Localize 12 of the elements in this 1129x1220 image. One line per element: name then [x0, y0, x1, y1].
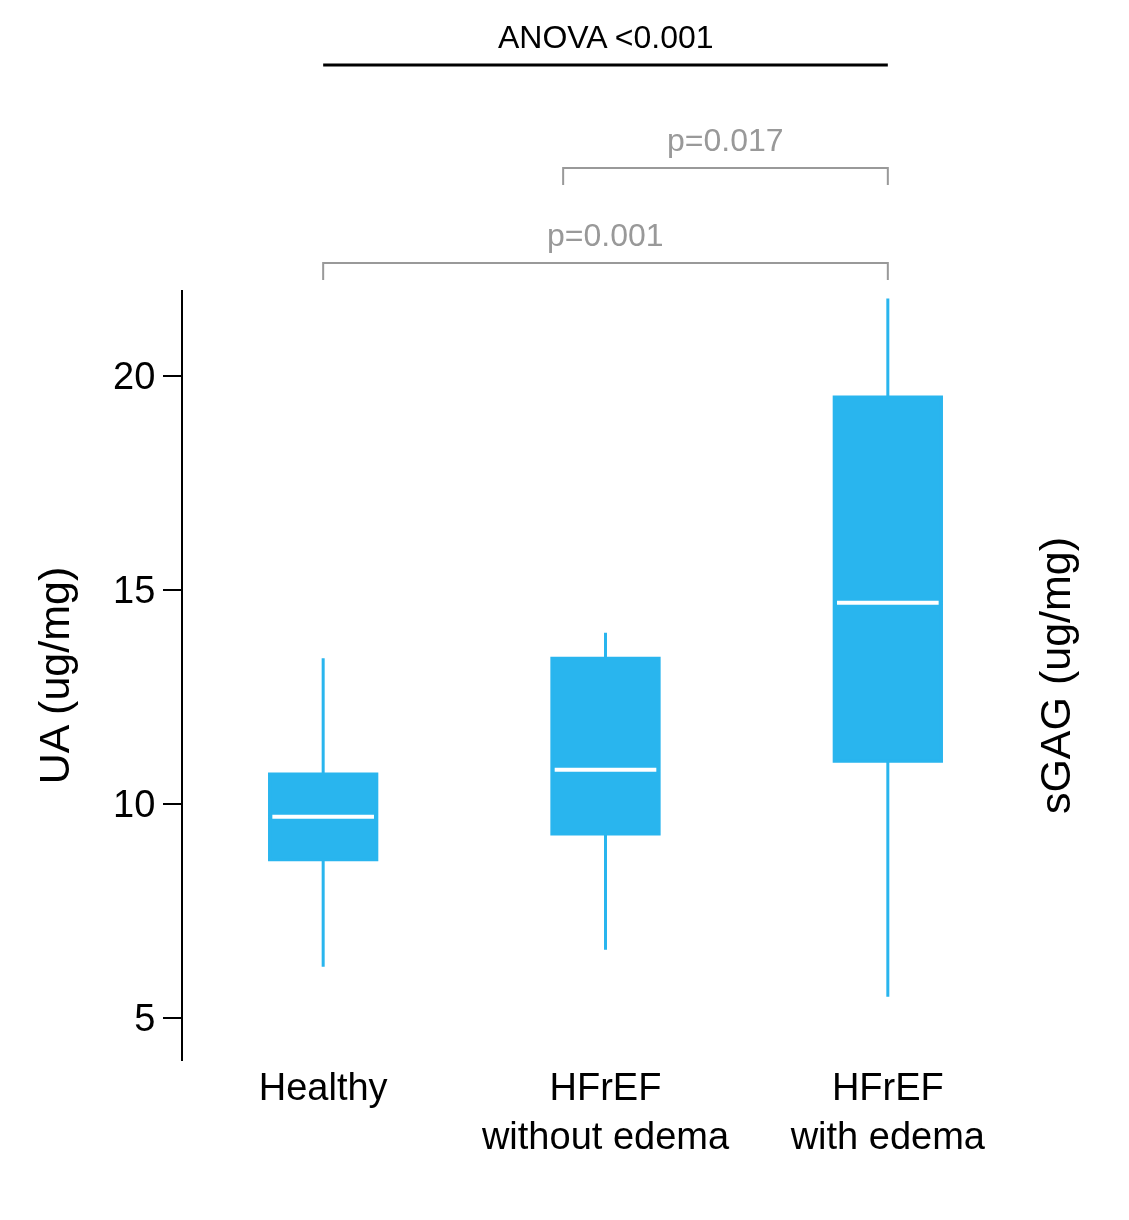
y-tick-label: 5 [134, 997, 156, 1040]
y-tick-label: 20 [113, 354, 156, 397]
y-axis-title: UA (ug/mg) [29, 566, 78, 785]
x-tick-label: Healthy [258, 1066, 388, 1108]
text: ANOVA <0.001 [498, 19, 714, 55]
x-tick-label: HFrEF without edema [480, 1066, 730, 1158]
y-tick-label: 10 [113, 783, 156, 826]
text: p=0.017 [667, 122, 784, 158]
x-tick-label: HFrEF with edema [789, 1066, 986, 1158]
y-tick-label: 15 [113, 569, 156, 612]
text: p=0.001 [547, 217, 664, 253]
y2-axis-title: sGAG (ug/mg) [1030, 536, 1079, 815]
